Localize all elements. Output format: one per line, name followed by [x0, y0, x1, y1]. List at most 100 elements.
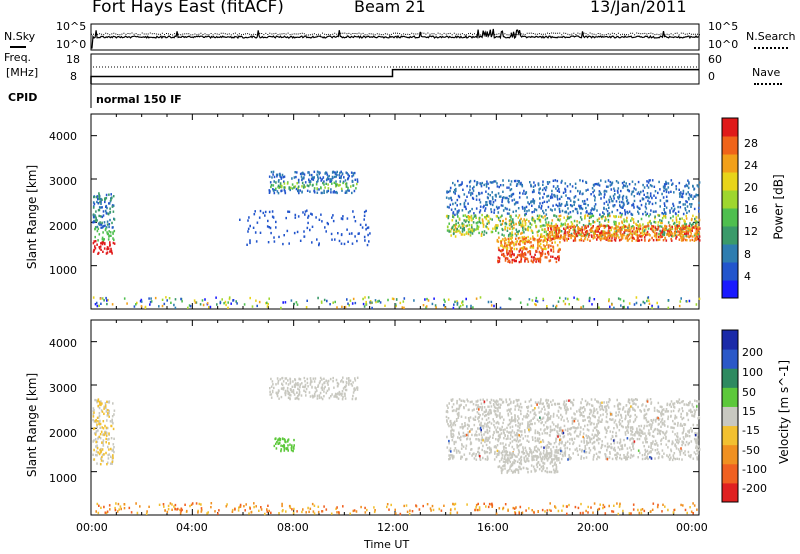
velocity-echo [95, 502, 698, 515]
nave-legend-line [754, 83, 782, 85]
velocity-echo [269, 376, 359, 401]
mhz-label: [MHz] [6, 66, 39, 79]
power-echo [92, 296, 701, 309]
velocity-echo [92, 398, 115, 466]
power-colorbar-segment [722, 136, 738, 155]
power-cb-tick: 16 [744, 203, 758, 216]
velocity-cb-tick: -100 [742, 463, 767, 476]
velocity-panel [90, 319, 700, 516]
date-label: 13/Jan/2011 [590, 0, 687, 16]
power-colorbar-frame [721, 117, 739, 299]
power-range-tick: 1000 [49, 264, 77, 277]
power-echo [445, 213, 697, 238]
power-colorbar-segment [722, 244, 738, 263]
power-colorbar-segment [722, 172, 738, 191]
velocity-echo [539, 416, 541, 419]
cpid-label: CPID [8, 91, 38, 104]
time-axis-label: Time UT [364, 538, 410, 551]
power-range-tick: 2000 [49, 220, 77, 233]
nsky-label: N.Sky [4, 30, 36, 43]
noise-left-tick-top: 10^5 [56, 20, 87, 33]
power-cb-tick: 28 [744, 137, 758, 150]
power-echo [548, 224, 700, 242]
power-echo [92, 193, 114, 229]
nsky-legend-line [10, 46, 26, 48]
station-title: Fort Hays East (fitACF) [92, 0, 284, 17]
power-range-tick: 4000 [49, 130, 77, 143]
velocity-colorbar-segment [722, 425, 738, 446]
power-echo [103, 296, 645, 309]
velocity-colorbar-segment [722, 368, 738, 388]
noise-right-tick-top: 10^5 [708, 20, 739, 33]
velocity-colorbar-segment [722, 444, 738, 465]
velocity-echo [98, 502, 694, 516]
power-echo [98, 296, 698, 310]
power-range-tick: 3000 [49, 175, 77, 188]
noise-right-tick-bottom: 10^0 [708, 38, 739, 51]
velocity-echo [445, 398, 701, 462]
nsearch-legend-line [754, 47, 788, 49]
power-echo [446, 179, 700, 216]
series-nsearch [91, 32, 700, 36]
power-cb-tick: 12 [744, 225, 758, 238]
power-cb-tick: 24 [744, 159, 758, 172]
power-colorbar-segment [722, 226, 738, 245]
velocity-colorbar-segment [722, 330, 738, 350]
velocity-cb-tick: 15 [742, 405, 756, 418]
velocity-cb-tick: 100 [742, 366, 763, 379]
power-colorbar-segment [722, 154, 738, 173]
series-nsky [91, 28, 700, 49]
freq-right-tick-bottom: 0 [708, 70, 715, 83]
power-colorbar-segment [722, 118, 738, 137]
velocity-cb-tick: -200 [742, 482, 767, 495]
time-tick: 00:00 [676, 521, 708, 534]
velocity-range-tick: 1000 [49, 472, 77, 485]
power-echo [547, 224, 700, 242]
time-tick: 16:00 [477, 521, 509, 534]
power-colorbar-segment [722, 262, 738, 281]
velocity-range-tick: 3000 [49, 382, 77, 395]
time-tick: 12:00 [377, 521, 409, 534]
freq-right-tick-top: 60 [708, 53, 722, 66]
power-echo [447, 213, 697, 238]
velocity-echo [496, 450, 561, 475]
velocity-range-tick: 2000 [49, 427, 77, 440]
nave-label: Nave [752, 66, 781, 79]
velocity-cb-tick: -50 [742, 444, 760, 457]
power-echo [99, 296, 681, 309]
power-cb-tick: 20 [744, 181, 758, 194]
power-echo [270, 170, 355, 195]
velocity-colorbar-segment [722, 387, 738, 407]
power-echo [497, 235, 561, 264]
freq-label: Freq. [4, 51, 32, 64]
time-tick: 20:00 [577, 521, 609, 534]
power-echo [445, 179, 701, 216]
power-echo [278, 182, 358, 190]
cpid-text: normal 150 IF [96, 93, 182, 106]
velocity-cb-tick: -15 [742, 424, 760, 437]
freq-left-tick-bottom: 8 [70, 70, 77, 83]
velocity-cb-tick: 200 [742, 346, 763, 359]
time-tick: 08:00 [277, 521, 309, 534]
velocity-colorbar-segment [722, 406, 738, 427]
time-tick: 04:00 [176, 521, 208, 534]
beam-label: Beam 21 [354, 0, 426, 16]
power-echo [92, 240, 116, 255]
power-echo [140, 297, 688, 309]
velocity-colorbar-segment [722, 349, 738, 369]
noise-left-tick-bottom: 10^0 [56, 38, 87, 51]
power-echo [270, 181, 354, 190]
velocity-echo [273, 437, 295, 453]
power-echo [270, 181, 357, 190]
power-cb-tick: 4 [744, 270, 751, 283]
power-echo [92, 192, 116, 229]
velocity-range-tick: 4000 [49, 337, 77, 350]
power-cb-tick: 8 [744, 248, 751, 261]
velocity-cb-tick: 50 [742, 386, 756, 399]
time-tick: 00:00 [76, 521, 108, 534]
power-colorbar-segment [722, 208, 738, 227]
nsearch-label: N.Search [746, 30, 796, 43]
series-freq [90, 68, 699, 84]
power-colorbar-segment [722, 280, 738, 299]
